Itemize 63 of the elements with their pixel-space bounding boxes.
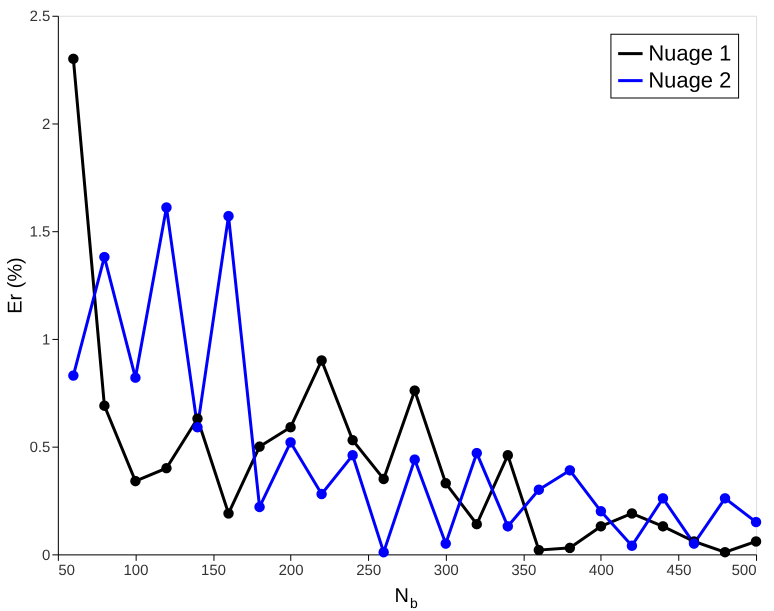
point — [285, 437, 296, 448]
x-tick-label: 150 — [201, 562, 226, 579]
point — [596, 521, 606, 532]
point — [223, 210, 234, 222]
point — [409, 385, 420, 396]
point — [720, 493, 730, 504]
point — [254, 502, 265, 512]
point — [161, 462, 172, 474]
point — [472, 518, 482, 530]
point — [626, 540, 638, 551]
point — [192, 413, 203, 424]
x-tick-label: 450 — [666, 562, 692, 579]
point — [502, 521, 514, 532]
point — [316, 488, 327, 500]
point — [316, 355, 327, 366]
x-tick-label: 250 — [356, 562, 382, 579]
point — [378, 474, 389, 484]
point — [99, 252, 110, 262]
y-tick-label: 2.5 — [30, 8, 50, 26]
x-tick-label: 400 — [588, 562, 614, 579]
y-tick-label: 1.5 — [30, 224, 50, 241]
point — [596, 506, 606, 516]
point — [440, 538, 451, 549]
point — [564, 465, 576, 476]
point — [285, 422, 296, 432]
point — [750, 516, 762, 528]
y-tick-label: 0.5 — [30, 439, 50, 456]
x-tick-label: 200 — [278, 562, 304, 579]
point — [223, 508, 234, 519]
point — [347, 434, 358, 446]
point — [750, 536, 762, 547]
point — [626, 508, 638, 519]
point — [68, 370, 79, 381]
point — [130, 372, 141, 383]
x-tick-label: 500 — [732, 562, 757, 579]
x-tick-label: 300 — [434, 562, 459, 579]
y-axis-title: Er (%) — [4, 257, 27, 314]
point — [658, 521, 668, 532]
point — [192, 422, 203, 432]
legend-label: Nuage 1 — [648, 40, 732, 66]
point — [68, 54, 79, 64]
point — [472, 448, 482, 458]
point — [130, 476, 141, 486]
point — [564, 542, 576, 554]
y-tick-label: 1 — [42, 331, 50, 348]
point — [502, 450, 514, 460]
legend-label: Nuage 2 — [648, 68, 732, 93]
point — [99, 400, 110, 411]
point — [440, 478, 451, 488]
x-tick-label: 50 — [58, 562, 75, 579]
y-tick-label: 2 — [42, 116, 50, 133]
point — [534, 544, 544, 556]
point — [161, 202, 172, 213]
point — [658, 493, 668, 504]
point — [378, 546, 389, 558]
x-tick-label: 100 — [123, 562, 148, 579]
point — [409, 454, 420, 465]
point — [534, 484, 544, 495]
point — [254, 441, 265, 452]
y-tick-label: 0 — [42, 546, 50, 564]
x-tick-label: 350 — [511, 562, 536, 579]
point — [720, 546, 730, 558]
point — [347, 450, 358, 460]
